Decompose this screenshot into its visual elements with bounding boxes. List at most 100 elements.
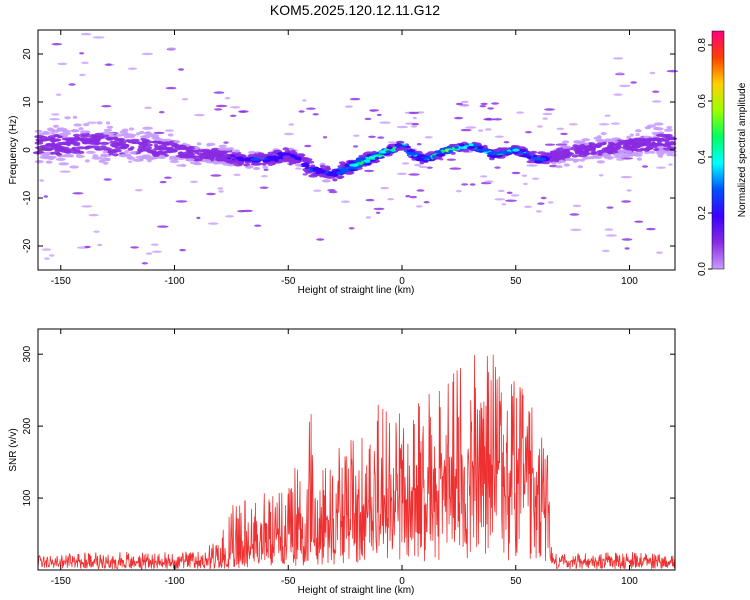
spectrogram-cell xyxy=(127,147,134,151)
spectrogram-cell xyxy=(469,183,476,186)
spectrogram-cell xyxy=(408,111,420,115)
spectrogram-cell xyxy=(560,132,568,136)
spectrogram-cell xyxy=(633,148,644,152)
spectrogram-cell xyxy=(224,215,235,218)
spectrogram-cell xyxy=(416,143,422,146)
spectrogram-cell xyxy=(53,133,60,137)
spectrogram-cell xyxy=(408,152,417,156)
colorbar-ticks: 0.0 0.2 0.4 0.6 0.8 xyxy=(697,38,712,276)
spectrogram-cell xyxy=(159,180,167,184)
spectrogram-cell xyxy=(93,230,100,233)
spectrogram-cell xyxy=(101,131,112,135)
spectrogram-cell xyxy=(174,156,180,160)
spectrogram-cell xyxy=(646,227,656,231)
spectrogram-cell xyxy=(410,125,418,128)
spectrogram-cell xyxy=(207,222,219,225)
spectrogram-cell xyxy=(277,152,286,156)
spectrogram-cell xyxy=(297,157,302,161)
spectrogram-cell xyxy=(100,154,109,158)
spectrogram-cell xyxy=(353,134,360,137)
spectrogram-cell xyxy=(657,145,664,149)
spectrogram-cell xyxy=(305,163,309,168)
spectrogram-cell xyxy=(233,160,245,164)
spectrogram-cell xyxy=(606,151,614,155)
spectrogram-cell xyxy=(564,157,575,161)
spectrogram-cell xyxy=(64,116,71,120)
spectrogram-cell xyxy=(184,146,196,151)
spectrogram-cell xyxy=(295,153,306,157)
spectrogram-cell xyxy=(369,109,380,112)
spectrogram-cell xyxy=(409,195,417,199)
spectrogram-cell xyxy=(142,126,154,130)
tick-label: -100 xyxy=(164,576,184,587)
spectrogram-cell xyxy=(295,167,302,170)
spectrogram-y-axis-label: Frequency (Hz) xyxy=(8,116,19,185)
spectrogram-cell xyxy=(666,70,679,73)
spectrogram-cell xyxy=(262,165,269,169)
spectrogram-cell xyxy=(302,99,307,102)
spectrogram-cell xyxy=(158,111,165,114)
spectrogram-cell xyxy=(263,168,269,171)
spectrogram-cell xyxy=(293,155,298,159)
spectrogram-cell xyxy=(596,139,607,143)
spectrogram-cell xyxy=(103,128,113,132)
spectrogram-cell xyxy=(525,131,532,134)
spectrogram-cell xyxy=(562,145,572,149)
spectrogram-cell xyxy=(79,130,91,134)
spectrogram-cell xyxy=(146,149,157,153)
spectrogram-cell xyxy=(306,107,316,110)
spectrogram-cell xyxy=(564,153,573,157)
spectrogram-cell xyxy=(604,138,613,142)
spectrogram-cell xyxy=(547,201,554,204)
spectrogram-cell xyxy=(247,154,255,158)
spectrogram-cell xyxy=(556,155,568,159)
spectrogram-cell xyxy=(571,154,579,158)
spectrogram-cell xyxy=(218,144,227,148)
spectrogram-cell xyxy=(49,254,55,257)
spectrogram-cell xyxy=(129,151,137,155)
spectrogram-cell xyxy=(128,160,133,163)
spectrogram-cell xyxy=(158,144,167,148)
spectrogram-cell xyxy=(319,164,326,168)
spectrogram-cell xyxy=(419,161,425,165)
spectrogram-cell xyxy=(427,151,436,155)
spectrogram-cell xyxy=(135,155,146,159)
spectrogram-cell xyxy=(166,148,177,153)
spectrogram-cell xyxy=(216,161,226,165)
spectrogram-cell xyxy=(59,132,65,136)
spectrogram-cell xyxy=(85,150,96,154)
spectrogram-cell xyxy=(139,130,145,135)
spectrogram-cell xyxy=(621,157,633,160)
spectrogram-cell xyxy=(401,162,410,165)
spectrogram-cell xyxy=(284,132,294,136)
spectrogram-cell xyxy=(626,189,632,192)
spectrogram-cell xyxy=(531,177,540,180)
spectrogram-cell xyxy=(39,179,45,182)
spectrogram-cell xyxy=(169,159,180,164)
spectrogram-cell xyxy=(624,247,630,250)
spectrogram-cell xyxy=(352,163,359,167)
spectrogram-cell xyxy=(55,157,66,161)
colorbar-tick-label: 0.2 xyxy=(697,206,708,220)
spectrogram-cell xyxy=(177,145,188,149)
spectrogram-cell xyxy=(179,248,186,252)
spectrogram-cell xyxy=(613,93,623,96)
spectrogram-cell xyxy=(537,125,543,128)
spectrogram-cell xyxy=(62,154,74,158)
spectrogram-cell xyxy=(78,127,84,131)
spectrogram-cell xyxy=(130,138,140,142)
spectrogram-cell xyxy=(112,153,119,157)
spectrogram-cell xyxy=(619,84,631,88)
spectrogram-cell xyxy=(497,189,505,193)
spectrogram-cell xyxy=(518,151,524,155)
spectrogram-cell xyxy=(56,93,62,96)
spectrogram-cell xyxy=(387,146,393,150)
tick-label: 20 xyxy=(22,48,33,60)
spectrogram-cell xyxy=(542,117,548,120)
spectrogram-cell xyxy=(189,180,198,183)
spectrogram-cell xyxy=(644,150,650,155)
spectrogram-cell xyxy=(92,36,105,39)
spectrogram-cell xyxy=(50,131,55,135)
spectrogram-cell xyxy=(406,149,416,153)
spectrogram-cell xyxy=(656,166,666,169)
